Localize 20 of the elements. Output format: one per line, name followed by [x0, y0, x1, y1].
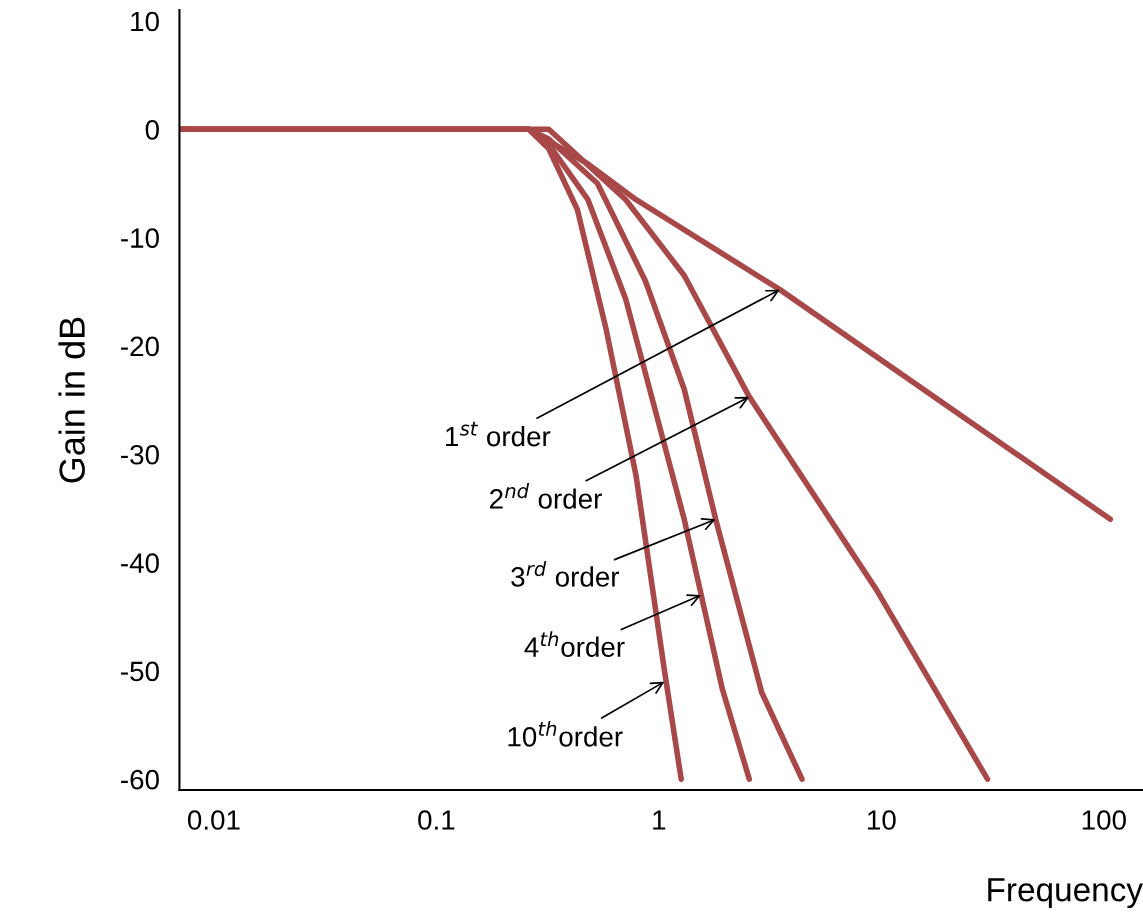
y-tick-label: 0 — [145, 119, 159, 140]
x-tick-label: 0.1 — [418, 810, 455, 830]
annotation: 3$^{rd}$ order — [511, 561, 620, 587]
annotation: 10$^{th}$order — [508, 720, 623, 747]
y-tick-label: 10 — [131, 11, 159, 32]
y-tick-label: -40 — [121, 553, 159, 573]
x-tick-label: 0.01 — [187, 810, 240, 830]
annotation: 2$^{nd}$ order — [490, 483, 602, 509]
annotation: 4$^{th}$order — [524, 631, 625, 657]
y-tick-label: -50 — [121, 661, 159, 682]
x-tick-label: 1 — [653, 810, 666, 830]
y-tick-label: -10 — [121, 228, 159, 248]
annotation: 1$^{st}$ order — [446, 421, 551, 447]
y-tick-label: -60 — [121, 769, 159, 790]
y-tick-label: -20 — [121, 336, 159, 357]
x-tick-label: 100 — [1082, 810, 1126, 830]
x-axis-title: Frequency — [988, 878, 1143, 909]
y-tick-label: -30 — [121, 444, 159, 465]
y-axis-title: Gain in dB — [58, 317, 85, 483]
x-tick-label: 10 — [868, 810, 896, 830]
